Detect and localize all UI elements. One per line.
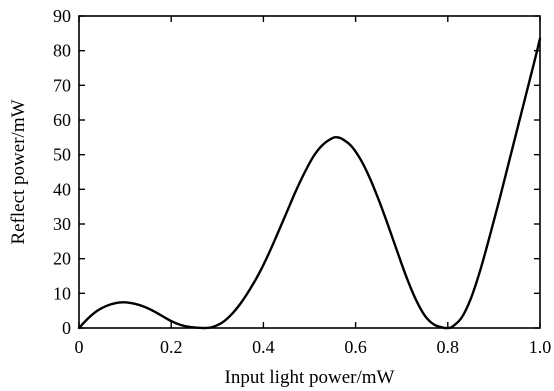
y-tick-label: 30 (53, 214, 71, 234)
x-tick-label: 1.0 (529, 337, 552, 357)
y-tick-label: 70 (53, 75, 71, 95)
y-tick-label: 60 (53, 110, 71, 130)
x-tick-labels: 0 0.2 0.4 0.6 0.8 1.0 (75, 337, 552, 357)
y-tick-label: 10 (53, 283, 71, 303)
x-tick-label: 0.8 (437, 337, 460, 357)
x-tick-label: 0.2 (160, 337, 183, 357)
y-tick-label: 80 (53, 41, 71, 61)
y-tick-label: 40 (53, 179, 71, 199)
series-line (77, 37, 542, 330)
plot-area-frame (78, 15, 541, 329)
y-axis-label: Reflect power/mW (8, 99, 29, 244)
y-tick-label: 90 (53, 6, 71, 26)
y-tick-label: 0 (62, 318, 71, 338)
y-tick-label: 20 (53, 249, 71, 269)
x-tick-label: 0 (75, 337, 84, 357)
y-tick-label: 50 (53, 145, 71, 165)
x-tick-label: 0.4 (252, 337, 275, 357)
x-tick-label: 0.6 (344, 337, 367, 357)
ticks-group (78, 15, 541, 329)
y-tick-labels: 0 10 20 30 40 50 60 70 80 90 (53, 6, 71, 338)
x-axis-label: Input light power/mW (225, 367, 395, 388)
